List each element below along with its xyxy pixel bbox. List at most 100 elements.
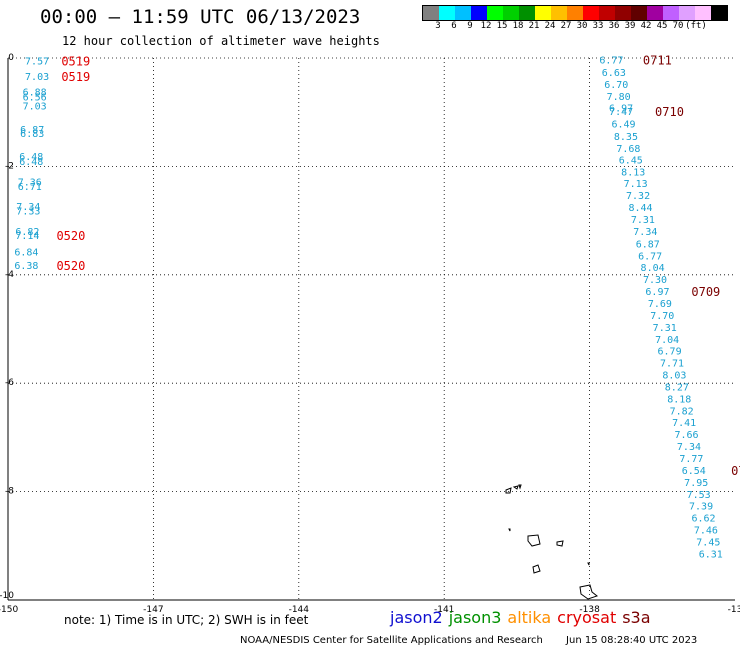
swh-value-label: 7.31 xyxy=(631,215,655,226)
colorbar-label: 3 xyxy=(435,21,441,31)
colorbar-label: 6 xyxy=(451,21,457,31)
swh-value-label: 7.66 xyxy=(674,430,698,441)
swh-value-label: 6.88 xyxy=(23,88,47,99)
colorbar-swatch xyxy=(567,6,583,20)
swh-value-label: 6.31 xyxy=(699,549,723,560)
colorbar-swatch xyxy=(695,6,711,20)
pass-time-label: 0519 xyxy=(61,55,90,69)
colorbar-swatch xyxy=(503,6,519,20)
colorbar-swatch xyxy=(455,6,471,20)
island-outline xyxy=(532,564,541,574)
swh-value-label: 7.14 xyxy=(15,231,39,242)
swh-value-label: 7.36 xyxy=(18,178,42,189)
colorbar-label: 12 xyxy=(480,21,492,31)
colorbar-swatch xyxy=(679,6,695,20)
swh-value-label: 6.79 xyxy=(658,347,682,358)
swh-value-label: 7.34 xyxy=(677,442,701,453)
colorbar-swatch xyxy=(615,6,631,20)
agency-credit: NOAA/NESDIS Center for Satellite Applica… xyxy=(240,635,543,646)
map-footer: NOAA/NESDIS Center for Satellite Applica… xyxy=(240,635,717,646)
swh-value-label: 6.87 xyxy=(20,125,44,136)
latitude-tick-label: -6 xyxy=(5,378,14,388)
colorbar-swatch xyxy=(471,6,487,20)
satellite-track-left: 7.577.036.886.567.036.876.836.486.487.36… xyxy=(14,57,49,272)
generation-timestamp: Jun 15 08:28:40 UTC 2023 xyxy=(566,635,698,646)
island-outline xyxy=(556,540,564,547)
swh-value-label: 7.95 xyxy=(684,478,708,489)
colorbar-label: 9 xyxy=(467,21,473,31)
swh-value-label: 6.56 xyxy=(23,92,47,103)
swh-value-label: 6.97 xyxy=(609,103,633,114)
swh-value-label: 8.44 xyxy=(628,203,652,214)
swh-value-label: 6.97 xyxy=(645,287,669,298)
latitude-tick-label: -4 xyxy=(5,270,14,280)
pass-time-label: 0710 xyxy=(655,105,684,119)
colorbar-label: 45 xyxy=(656,21,668,31)
colorbar-swatch xyxy=(519,6,535,20)
satellite-track-right: 6.776.636.707.806.977.476.498.357.686.45… xyxy=(599,56,722,561)
colorbar-swatch xyxy=(423,6,439,20)
swh-value-label: 7.03 xyxy=(23,102,47,113)
latitude-tick-label: -8 xyxy=(5,487,14,497)
colorbar-labels: 3 6 9 12 15 18 21 24 27 30 33 36 39 42 45 70 (ft) xyxy=(422,21,740,33)
map-frame xyxy=(7,58,735,601)
colorbar-label: 39 xyxy=(624,21,636,31)
swh-value-label: 6.62 xyxy=(691,514,715,525)
colorbar-swatch xyxy=(583,6,599,20)
colorbar-swatch xyxy=(487,6,503,20)
colorbar-swatch xyxy=(647,6,663,20)
swh-value-label: 7.45 xyxy=(696,537,720,548)
island-outline xyxy=(518,484,522,490)
colorbar-label: (ft) xyxy=(685,21,707,31)
colorbar-label: 15 xyxy=(496,21,508,31)
colorbar-swatch xyxy=(663,6,679,20)
colorbar-label: 70 xyxy=(672,21,684,31)
pass-time-label: 0519 xyxy=(61,70,90,84)
latitude-tick-label: -2 xyxy=(5,161,14,171)
swh-value-label: 8.18 xyxy=(667,394,691,405)
colorbar-label: 33 xyxy=(592,21,604,31)
swh-value-label: 7.69 xyxy=(648,299,672,310)
longitude-tick-label: -13 xyxy=(728,605,740,615)
pass-time-label: 0711 xyxy=(643,54,672,68)
swh-value-label: 7.33 xyxy=(16,206,40,217)
swh-value-label: 6.38 xyxy=(14,261,38,272)
latitude-tick-label: -10 xyxy=(0,591,14,601)
swh-value-label: 7.47 xyxy=(609,107,633,118)
colorbar-swatch xyxy=(599,6,615,20)
colorbar-swatch xyxy=(551,6,567,20)
swh-value-label: 7.82 xyxy=(670,406,694,417)
island-outline xyxy=(505,487,512,494)
swh-value-label: 7.39 xyxy=(689,502,713,513)
island-outline xyxy=(512,485,519,490)
swh-value-label: 7.30 xyxy=(643,275,667,286)
colorbar-label: 36 xyxy=(608,21,620,31)
swh-value-label: 6.83 xyxy=(20,129,44,140)
swh-value-label: 6.87 xyxy=(636,239,660,250)
swh-value-label: 6.82 xyxy=(15,227,39,238)
swh-value-label: 6.54 xyxy=(682,466,706,477)
swh-value-label: 6.48 xyxy=(19,157,43,168)
swh-value-label: 8.35 xyxy=(614,132,638,143)
colorbar-swatch xyxy=(439,6,455,20)
swh-value-label: 7.53 xyxy=(687,490,711,501)
swh-value-label: 6.49 xyxy=(611,120,635,131)
swh-value-label: 7.31 xyxy=(653,323,677,334)
pass-time-label: 0709 xyxy=(691,285,720,299)
colorbar-label: 21 xyxy=(528,21,540,31)
longitude-tick-label: -147 xyxy=(143,605,163,615)
island-outline xyxy=(527,534,541,547)
swh-value-label: 7.32 xyxy=(626,191,650,202)
latitude-tick-label: 0 xyxy=(8,53,14,63)
swh-value-label: 7.04 xyxy=(655,335,679,346)
swh-value-label: 7.77 xyxy=(679,454,703,465)
colorbar-label: 42 xyxy=(640,21,652,31)
colorbar-label: 27 xyxy=(560,21,572,31)
swh-value-label: 6.45 xyxy=(619,155,643,166)
map-note: note: 1) Time is in UTC; 2) SWH is in fe… xyxy=(64,613,309,627)
satellite-legend: jason2 jason3 altika cryosat s3a xyxy=(390,608,657,627)
swh-value-label: 8.27 xyxy=(665,382,689,393)
legend-entry-jason3: jason3 xyxy=(448,608,502,627)
